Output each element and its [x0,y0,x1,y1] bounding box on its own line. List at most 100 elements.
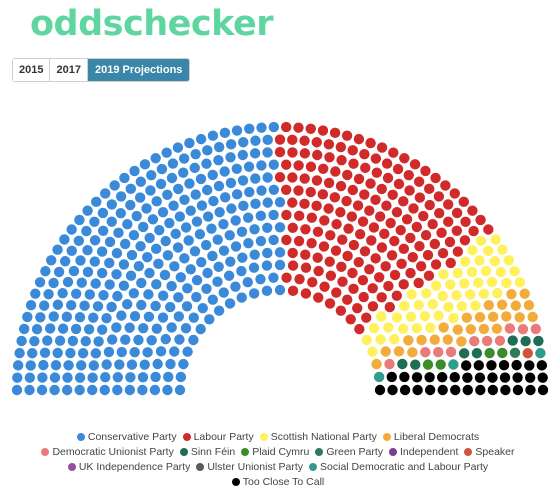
seat-dot [399,371,410,383]
seat-dot [82,205,93,216]
legend-item[interactable]: Ulster Unionist Party [196,460,303,475]
seat-dot [38,359,49,371]
seat-dot [101,312,112,324]
seat-dot [307,276,318,288]
seat-dot [375,334,386,345]
seat-dot [287,134,298,146]
seat-dot [162,250,174,261]
legend-label: Speaker [475,446,515,458]
seat-dot [498,360,510,371]
legend-item[interactable]: Green Party [315,445,383,460]
seat-dot [42,335,53,346]
legend-item[interactable]: Social Democratic and Labour Party [309,460,488,475]
seat-dot [470,300,481,311]
seat-dot [106,301,117,313]
legend-item[interactable]: Too Close To Call [231,475,324,490]
seat-dot [89,235,101,246]
seat-dot [165,358,176,370]
seat-dot [62,276,74,288]
legend-item[interactable]: UK Independence Party [67,460,190,475]
seat-dot [413,299,424,311]
seat-dot [487,384,499,396]
legend-item[interactable]: Speaker [464,445,515,460]
seat-dot [319,215,330,226]
seat-dot [407,347,418,358]
legend-item[interactable]: Liberal Democrats [382,430,479,445]
tab-2015[interactable]: 2015 [13,59,51,81]
legend-item[interactable]: Independent [389,445,458,460]
legend-item[interactable]: Scottish National Party [259,430,377,445]
seat-dot [248,262,260,273]
seat-dot [348,239,360,251]
seat-dot [329,192,341,203]
seat-dot [430,172,441,184]
legend-swatch [315,447,324,456]
seat-dot [274,134,286,145]
seat-dot [237,252,248,263]
seat-dot [194,228,206,240]
seat-dot [413,176,425,187]
tab-2019-projections[interactable]: 2019 Projections [87,59,190,81]
seat-dot [61,384,73,396]
seat-dot [75,255,86,266]
seat-dot [305,161,317,172]
legend-item[interactable]: Conservative Party [76,430,177,445]
seat-dot [475,214,486,226]
legend-item[interactable]: Plaid Cymru [241,445,309,460]
seat-dot [486,276,498,288]
seat-dot [370,194,381,205]
seat-dot [137,221,149,233]
seat-dot [196,200,208,211]
seat-dot [178,358,189,370]
seat-dot [471,347,483,359]
seat-dot [342,169,353,181]
tab-2017[interactable]: 2017 [50,59,88,81]
legend-item[interactable]: Democratic Unionist Party [41,445,174,460]
seat-dot [268,272,279,283]
seat-dot [451,207,463,219]
seat-dot [462,384,473,396]
seat-dot [155,346,167,357]
seat-dot [443,199,454,210]
seat-dot [262,134,273,146]
seat-dot [243,161,255,172]
seat-dot [300,224,311,235]
seat-dot [443,216,454,227]
seat-dot [535,347,546,359]
seat-dot [139,359,150,370]
seat-dot [230,215,241,226]
seat-dot [520,335,531,347]
seat-dot [40,265,51,277]
legend-item[interactable]: Sinn Féin [179,445,235,460]
seat-dot [514,312,525,323]
seat-dot [111,322,122,333]
seat-dot [388,147,399,158]
seat-dot [386,371,397,383]
seat-dot [436,372,448,383]
seat-dot [329,127,341,139]
seat-dot [213,154,224,166]
seat-dot [501,277,512,289]
seat-dot [341,130,353,141]
seat-dot [96,246,108,257]
seat-dot [22,311,33,323]
seat-dot [166,172,178,184]
seat-dot [196,256,207,268]
seat-dot [503,255,514,266]
seat-dot [391,206,403,218]
seat-dot [137,372,149,383]
seat-dot [433,310,444,321]
seat-dot [91,196,102,208]
seat-dot [416,334,427,346]
seat-dot [483,245,494,257]
seat-dot [262,197,273,208]
seat-dot [352,302,363,314]
seat-dot [125,270,137,281]
seat-dot [202,211,214,222]
legend-item[interactable]: Labour Party [182,430,254,445]
seat-dot [262,222,273,234]
seat-dot [218,245,230,256]
seat-dot [335,141,347,153]
seat-dot [30,288,41,299]
seat-dot [225,256,236,267]
